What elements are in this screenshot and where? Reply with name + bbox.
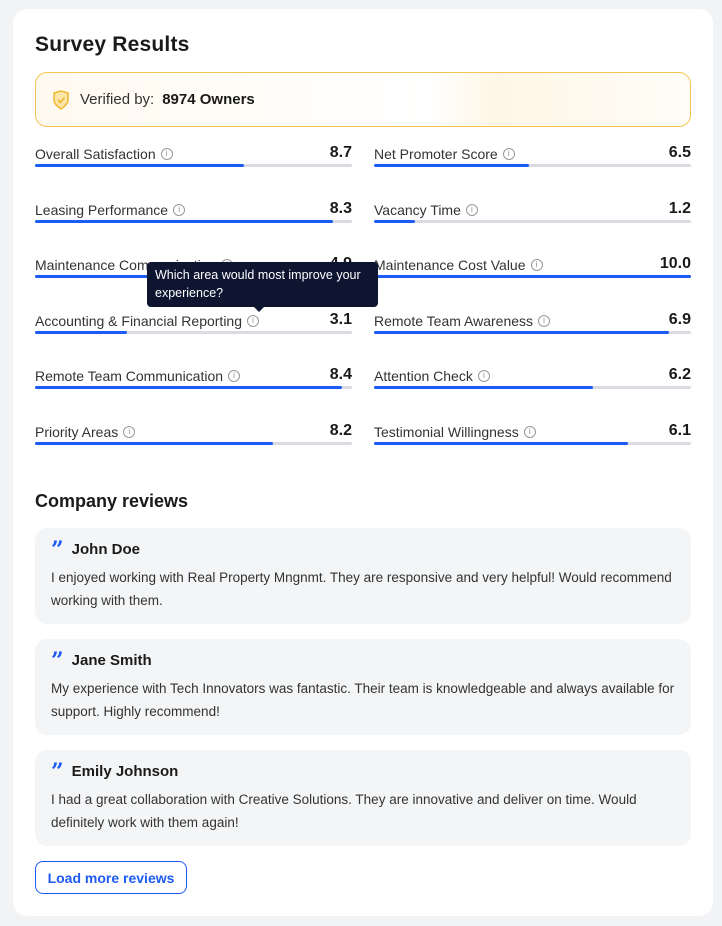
info-icon[interactable]: i xyxy=(123,426,136,438)
metric-progress-bar xyxy=(35,330,352,334)
metric-item: Overall Satisfaction i 8.7 xyxy=(35,144,352,186)
metric-item: Remote Team Awareness i 6.9 xyxy=(374,310,691,353)
metric-name: Overall Satisfaction i xyxy=(35,146,173,162)
metric-item: Testimonial Willingness i 6.1 xyxy=(374,422,691,464)
review-card: ” Emily Johnson I had a great collaboratio… xyxy=(35,750,691,846)
verified-count: 8974 Owners xyxy=(162,91,255,108)
metric-name: Vacancy Time i xyxy=(374,202,478,218)
metric-label: Priority Areas xyxy=(35,424,119,440)
info-icon[interactable]: i xyxy=(477,370,490,383)
metric-progress-fill xyxy=(35,219,333,223)
quote-icon: ” xyxy=(51,758,64,785)
metric-score: 6.1 xyxy=(668,422,691,439)
metric-progress-bar xyxy=(35,164,352,167)
metric-label: Net Promoter Score xyxy=(374,146,498,162)
metric-item: Maintenance Cost Value i 10.0 xyxy=(374,255,691,297)
metric-progress-fill xyxy=(374,386,593,390)
metric-item: Priority Areas i 8.2 xyxy=(35,422,352,464)
metric-item: Leasing Performance i 8.3 xyxy=(35,199,352,242)
metric-progress-bar xyxy=(35,442,352,445)
metric-progress-fill xyxy=(374,164,530,167)
quote-icon: ” xyxy=(51,647,64,674)
metric-progress-fill xyxy=(374,275,691,279)
metric-item: Remote Team Communication i 8.4 xyxy=(35,366,352,408)
metric-score: 8.4 xyxy=(329,366,352,384)
metric-name: Remote Team Awareness i xyxy=(374,312,551,329)
metric-progress-fill xyxy=(35,164,245,167)
metric-label: Leasing Performance xyxy=(35,201,169,218)
metric-name: Leasing Performance i xyxy=(35,201,186,218)
metric-progress-bar xyxy=(374,330,691,334)
metric-name: Attention Check i xyxy=(374,368,490,384)
review-card: ” Jane Smith My experience with Tech Innov… xyxy=(35,639,691,735)
metric-progress-fill xyxy=(374,330,669,334)
reviews-title: Company reviews xyxy=(35,491,189,511)
verified-banner: Verified by: 8974 Owners xyxy=(35,72,691,127)
metric-name: Net Promoter Score i xyxy=(374,146,515,162)
review-text: I enjoyed working with Real Property Mng… xyxy=(51,570,672,608)
metric-score: 6.2 xyxy=(668,366,691,384)
reviewer-name: John Doe xyxy=(71,541,140,558)
info-icon[interactable]: i xyxy=(173,203,186,216)
metric-progress-bar xyxy=(374,219,691,223)
metric-progress-fill xyxy=(35,330,127,334)
metric-label: Overall Satisfaction xyxy=(35,146,156,162)
info-icon[interactable]: i xyxy=(502,148,515,160)
info-icon[interactable]: i xyxy=(523,426,536,438)
metric-label: Attention Check xyxy=(374,368,473,385)
metric-name: Priority Areas i xyxy=(35,424,136,440)
metric-progress-bar xyxy=(35,219,352,223)
metric-name: Maintenance Cost Value i xyxy=(374,257,543,273)
metric-progress-fill xyxy=(35,275,194,279)
metric-item: Accounting & Financial Reporting i 3.1 xyxy=(35,310,352,353)
shield-check-icon xyxy=(53,89,69,110)
info-icon[interactable]: i xyxy=(228,370,241,383)
metric-score: 1.2 xyxy=(668,199,691,217)
metric-label: Maintenance Cost Value xyxy=(374,257,526,274)
metric-score: 6.5 xyxy=(668,144,691,161)
metric-progress-fill xyxy=(374,442,628,445)
metric-name: Accounting & Financial Reporting i xyxy=(35,312,260,329)
metric-progress-fill xyxy=(35,386,343,390)
metric-progress-bar xyxy=(374,442,691,445)
info-icon[interactable]: i xyxy=(247,314,260,327)
metric-score: 6.9 xyxy=(668,310,691,328)
metric-label: Remote Team Communication xyxy=(35,368,224,385)
metric-item: Net Promoter Score i 6.5 xyxy=(374,144,691,186)
metric-score: 3.1 xyxy=(329,310,352,328)
metric-progress-bar xyxy=(374,275,691,279)
review-text: My experience with Tech Innovators was f… xyxy=(51,681,675,719)
reviewer-name: Emily Johnson xyxy=(71,763,179,780)
quote-icon: ” xyxy=(51,536,64,563)
page-title: Survey Results xyxy=(35,33,190,56)
metric-item: Vacancy Time i 1.2 xyxy=(374,199,691,242)
metric-progress-fill xyxy=(374,219,416,223)
info-tooltip: Which area would most improve your exper… xyxy=(147,262,378,312)
review-card: ” John Doe I enjoyed working with Real Pro… xyxy=(35,528,691,624)
metric-name: Testimonial Willingness i xyxy=(374,424,536,440)
metric-progress-bar xyxy=(35,386,352,390)
info-icon[interactable]: i xyxy=(160,148,173,160)
verified-label: Verified by: xyxy=(80,91,155,108)
metric-score: 8.2 xyxy=(329,422,352,439)
info-icon[interactable]: i xyxy=(530,259,543,272)
info-icon[interactable]: i xyxy=(465,203,478,216)
metric-progress-bar xyxy=(374,386,691,390)
metric-label: Vacancy Time xyxy=(374,201,461,218)
metric-label: Testimonial Willingness xyxy=(374,424,519,440)
metric-label: Accounting & Financial Reporting xyxy=(35,312,243,329)
metric-progress-bar xyxy=(374,164,691,167)
reviewer-name: Jane Smith xyxy=(71,652,152,669)
metric-score: 10.0 xyxy=(659,255,691,273)
load-more-reviews-button[interactable]: Load more reviews xyxy=(35,861,187,894)
metric-score: 8.3 xyxy=(329,199,352,217)
metric-name: Remote Team Communication i xyxy=(35,368,241,385)
metric-label: Remote Team Awareness xyxy=(374,312,534,329)
review-text: I had a great collaboration with Creativ… xyxy=(51,792,637,830)
metric-item: Attention Check i 6.2 xyxy=(374,366,691,408)
metric-progress-fill xyxy=(35,442,273,445)
metric-score: 8.7 xyxy=(329,144,352,161)
info-icon[interactable]: i xyxy=(538,314,551,327)
